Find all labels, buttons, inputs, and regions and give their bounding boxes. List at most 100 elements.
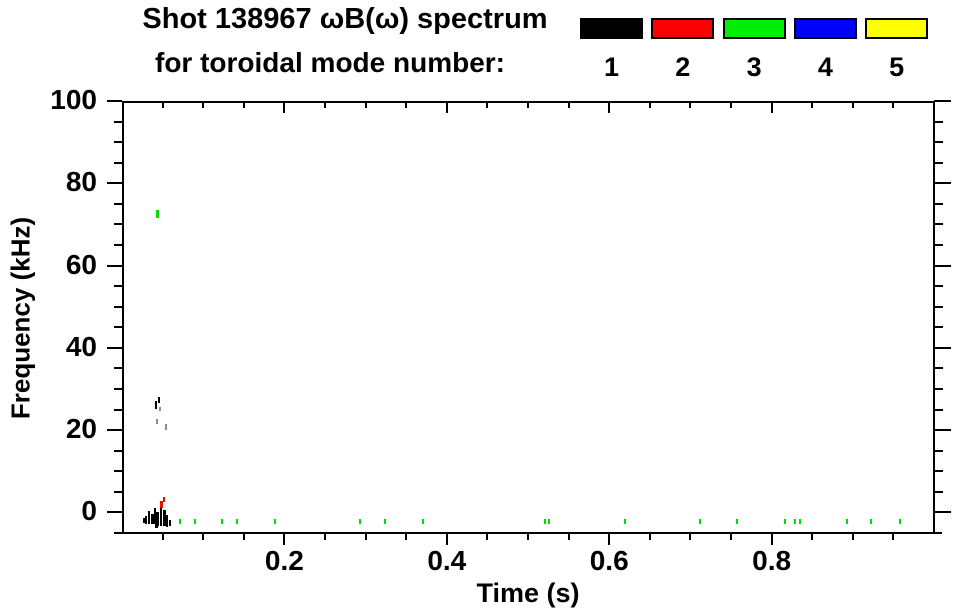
x-tick-label: 0.6 [589,545,629,576]
y-major-tick-right [934,346,951,349]
spectrum-mark-n=3 [220,519,223,524]
x-minor-tick [892,533,895,540]
y-tick-label: 40 [65,330,97,362]
x-minor-tick-top [730,101,732,108]
spectrum-mark-n=3 [194,519,197,524]
y-minor-tick-right [934,305,943,308]
x-minor-tick-top [324,101,326,108]
x-minor-tick-top [527,101,529,108]
x-minor-tick [405,533,408,540]
y-minor-tick [114,470,122,473]
y-major-tick [107,264,122,267]
y-minor-tick [114,285,122,288]
spectrum-mark-n=3 [699,519,702,524]
spectrum-mark-n=1 [158,396,161,403]
spectrum-mark-n=1 [142,518,145,524]
x-tick-label: 0.4 [427,545,467,576]
legend-label-3: 3 [746,52,762,82]
y-minor-tick [114,326,122,329]
y-major-tick-right [934,264,951,267]
x-minor-tick-top [892,101,895,108]
spectrum-mark-n=2 [160,500,164,508]
spectrum-mark-n=1 [162,509,166,526]
spectrum-mark-n=3 [870,519,873,524]
plot-title: Shot 138967 ωB(ω) spectrum [142,3,548,35]
legend-swatch-5 [865,18,929,39]
spectrum-mark-n=1 [155,419,158,424]
spectrum-mark-n=3 [544,519,547,524]
y-major-tick [107,511,122,514]
y-major-tick [107,182,122,185]
spectrum-mark-n=3 [178,519,181,524]
x-minor-tick-top [486,101,489,108]
x-minor-tick [364,533,367,540]
spectrum-mark-n=3 [794,519,797,524]
x-minor-tick-top [851,101,854,108]
spectrum-mark-n=1 [145,516,148,524]
x-minor-tick [730,533,732,540]
spectrum-mark-n=3 [273,519,276,524]
y-minor-tick-right [934,388,943,390]
y-major-tick [107,346,122,349]
y-minor-tick [114,244,122,246]
y-minor-tick-right [934,244,943,246]
spectrum-mark-n=1 [156,512,160,526]
spectrum-mark-n=3 [422,519,425,524]
y-major-tick-right [934,100,951,102]
spectrum-mark-n=3 [236,519,239,524]
x-major-tick-top [770,101,773,113]
spectrum-mark-n=3 [156,210,160,218]
y-minor-tick-right [934,367,943,370]
x-minor-tick [202,533,205,540]
spectrum-mark-n=1 [155,523,159,529]
spectrum-mark-n=3 [735,519,738,524]
spectrum-mark-n=3 [548,519,551,524]
spectrum-mark-n=1 [168,519,171,526]
y-minor-tick [114,367,122,370]
y-minor-tick-right [934,408,943,411]
y-minor-tick [114,161,122,164]
plot-subtitle: for toroidal mode number: [155,47,505,78]
x-minor-tick [486,533,489,540]
spectrum-mark-n=3 [799,519,802,524]
spectrum-mark-n=3 [846,519,849,524]
y-major-tick-right [934,429,951,432]
spectrum-mark-n=3 [623,519,626,524]
x-tick-label: 0.2 [264,545,304,576]
y-minor-tick-right [934,202,943,205]
x-minor-tick-top [202,101,205,108]
legend-label-2: 2 [675,52,691,82]
spectrum-mark-n=3 [384,519,387,524]
x-minor-tick [324,533,326,540]
y-tick-label: 100 [50,84,97,115]
y-minor-tick [114,408,122,411]
spectrum-mark-n=1 [150,514,154,524]
y-minor-tick-right [934,223,943,226]
x-minor-tick-top [811,101,814,108]
y-major-tick [107,429,122,432]
x-minor-tick-top [242,101,245,108]
x-minor-tick [527,533,529,540]
y-minor-tick-right [934,326,943,329]
y-tick-label: 20 [65,413,97,445]
x-major-tick-top [445,101,448,113]
spectrum-mark-n=1 [164,423,167,431]
y-major-tick-right [934,182,951,185]
legend-swatch-4 [793,18,857,39]
spectrum-mark-n=1 [165,514,168,527]
y-axis-title: Frequency (kHz) [5,216,36,420]
spectrum-mark-n=1 [154,507,157,524]
legend-label-1: 1 [603,52,620,82]
y-major-tick [107,100,122,102]
spectrum-mark-n=1 [155,400,158,409]
y-minor-tick [114,120,122,123]
y-minor-tick [114,532,122,534]
y-minor-tick [114,449,122,452]
y-minor-tick-right [934,532,942,534]
y-minor-tick-right [934,285,943,288]
y-minor-tick-right [934,470,943,473]
spectrum-mark-n=3 [358,519,361,524]
x-minor-tick-top [689,101,692,108]
x-minor-tick-top [364,101,367,108]
